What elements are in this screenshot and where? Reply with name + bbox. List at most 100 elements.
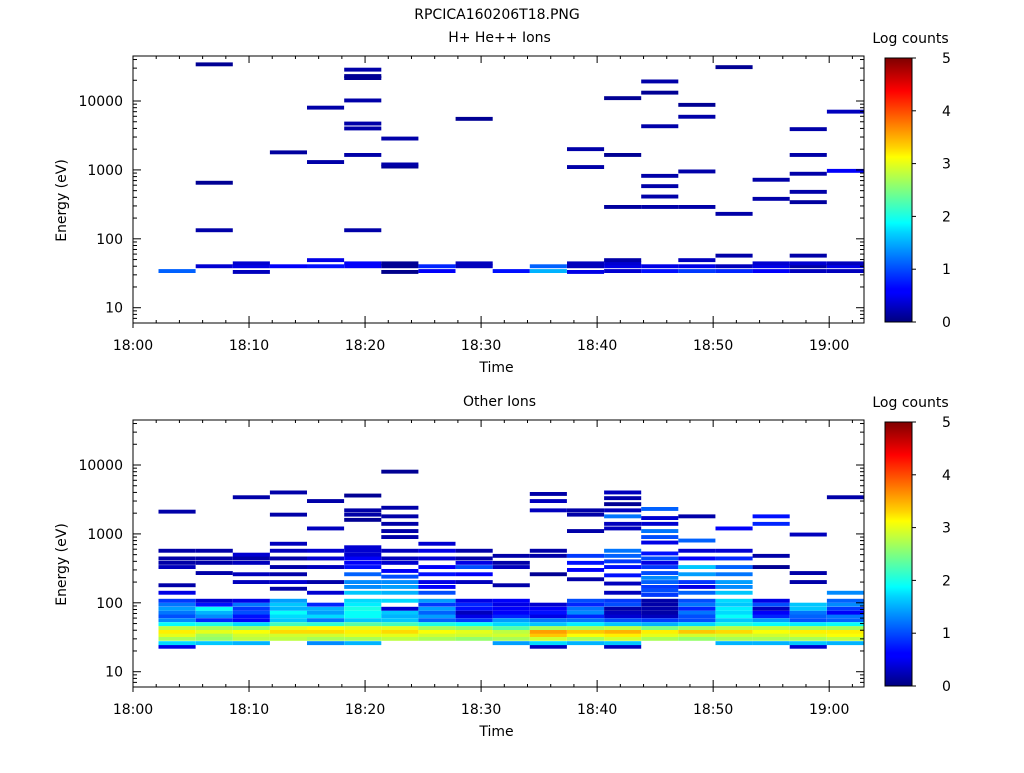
spectrogram-cell [529, 499, 567, 503]
spectrogram-cell [232, 610, 270, 615]
spectrogram-cell [307, 602, 345, 607]
spectrogram-cell [418, 580, 456, 584]
spectrogram-cell [678, 602, 716, 607]
spectrogram-cell [529, 633, 567, 637]
spectrogram-cell [455, 264, 493, 269]
spectrogram-cell [567, 633, 605, 637]
spectrogram-cell [344, 633, 382, 637]
spectrogram-cell [641, 516, 679, 520]
spectrogram-cell [344, 590, 382, 595]
spectrogram-cell [269, 541, 307, 546]
spectrogram-cell [604, 618, 642, 623]
spectrogram-cell [158, 636, 196, 641]
spectrogram-cell [567, 512, 605, 517]
spectrogram-cell [418, 618, 456, 623]
spectrogram-cell [529, 269, 567, 273]
colorbar-tick-label: 2 [942, 209, 951, 225]
spectrogram-cell [715, 598, 753, 603]
spectrogram-cell [641, 90, 679, 95]
spectrogram-cell [529, 553, 567, 558]
spectrogram-cell [604, 581, 642, 586]
spectrogram-cell [381, 529, 419, 533]
spectrogram-cell [344, 602, 382, 607]
spectrogram-cell [826, 598, 864, 603]
colorbar-tick-label: 2 [942, 573, 951, 589]
spectrogram-cell [195, 629, 233, 634]
spectrogram-cell [195, 618, 233, 623]
spectrogram-cell [752, 606, 790, 611]
x-tick-label: 18:40 [577, 702, 617, 718]
spectrogram-cell [344, 636, 382, 641]
spectrogram-cell [455, 618, 493, 623]
spectrogram-cell [715, 590, 753, 595]
spectrogram-cell [381, 610, 419, 615]
spectrogram-cell [715, 548, 753, 553]
spectrogram-cell [641, 614, 679, 619]
spectrogram-cell [604, 590, 642, 595]
spectrogram-cell [641, 610, 679, 615]
spectrogram-cell [307, 565, 345, 569]
spectrogram-cell [529, 610, 567, 615]
spectrogram-cell [604, 526, 642, 531]
spectrogram-cell [752, 553, 790, 558]
spectrogram-cell [381, 162, 419, 167]
spectrogram-cell [604, 626, 642, 630]
spectrogram-cell [158, 602, 196, 607]
spectrogram-cell [195, 636, 233, 641]
spectrogram-cell [641, 593, 679, 597]
spectrogram-cell [789, 261, 827, 266]
x-tick-label: 18:10 [229, 702, 269, 718]
spectrogram-cell [158, 269, 196, 273]
spectrogram-cell [678, 606, 716, 611]
spectrogram-cell [529, 618, 567, 623]
spectrogram-cell [678, 610, 716, 615]
x-tick-label: 18:30 [461, 338, 501, 354]
spectrogram-cell [567, 636, 605, 641]
spectrogram-cell [641, 184, 679, 189]
spectrogram-cell [195, 556, 233, 561]
spectrogram-cell [678, 205, 716, 209]
spectrogram-cell [789, 636, 827, 641]
spectrogram-cell [418, 556, 456, 561]
spectrogram-cell [344, 264, 382, 269]
spectrogram-cell [418, 626, 456, 630]
spectrogram-cell [641, 560, 679, 565]
spectrogram-cell [529, 606, 567, 611]
spectrogram-cell [715, 211, 753, 216]
spectrogram-cell [269, 618, 307, 623]
panel-title: H+ He++ Ions [448, 30, 551, 46]
spectrogram-cell [455, 556, 493, 561]
spectrogram-cell [567, 614, 605, 619]
spectrogram-cell [678, 580, 716, 584]
spectrogram-cell [158, 583, 196, 588]
spectrogram-cell [381, 606, 419, 611]
colorbar-tick-label: 0 [942, 315, 951, 331]
spectrogram-cell [752, 602, 790, 607]
spectrogram-cell [567, 165, 605, 169]
spectrogram-cell [158, 622, 196, 627]
spectrogram-cell [344, 552, 382, 557]
spectrogram-cell [641, 507, 679, 511]
x-tick-label: 18:50 [693, 702, 733, 718]
spectrogram-cell [641, 588, 679, 593]
spectrogram-cell [678, 269, 716, 273]
spectrogram-cell [567, 602, 605, 607]
y-tick-label: 10000 [78, 94, 123, 110]
spectrogram-cell [752, 261, 790, 266]
spectrogram-cell [641, 606, 679, 611]
spectrogram-cell [789, 602, 827, 607]
colorbar-tick-label: 1 [942, 262, 951, 278]
spectrogram-cell [715, 556, 753, 561]
spectrogram-cell [567, 626, 605, 630]
spectrogram-cell [789, 633, 827, 637]
spectrogram-cell [158, 590, 196, 595]
spectrogram-cell [789, 610, 827, 615]
spectrogram-cell [307, 526, 345, 531]
panel-2: Other Ions 18:00 18:10 18:20 18:30 18:40 18:50… [54, 394, 951, 740]
spectrogram-cell [641, 629, 679, 634]
spectrogram-cell [604, 548, 642, 553]
spectrogram-cell [678, 626, 716, 630]
spectrogram-cell [529, 508, 567, 513]
spectrogram-cell [567, 568, 605, 572]
spectrogram-cell [158, 560, 196, 565]
